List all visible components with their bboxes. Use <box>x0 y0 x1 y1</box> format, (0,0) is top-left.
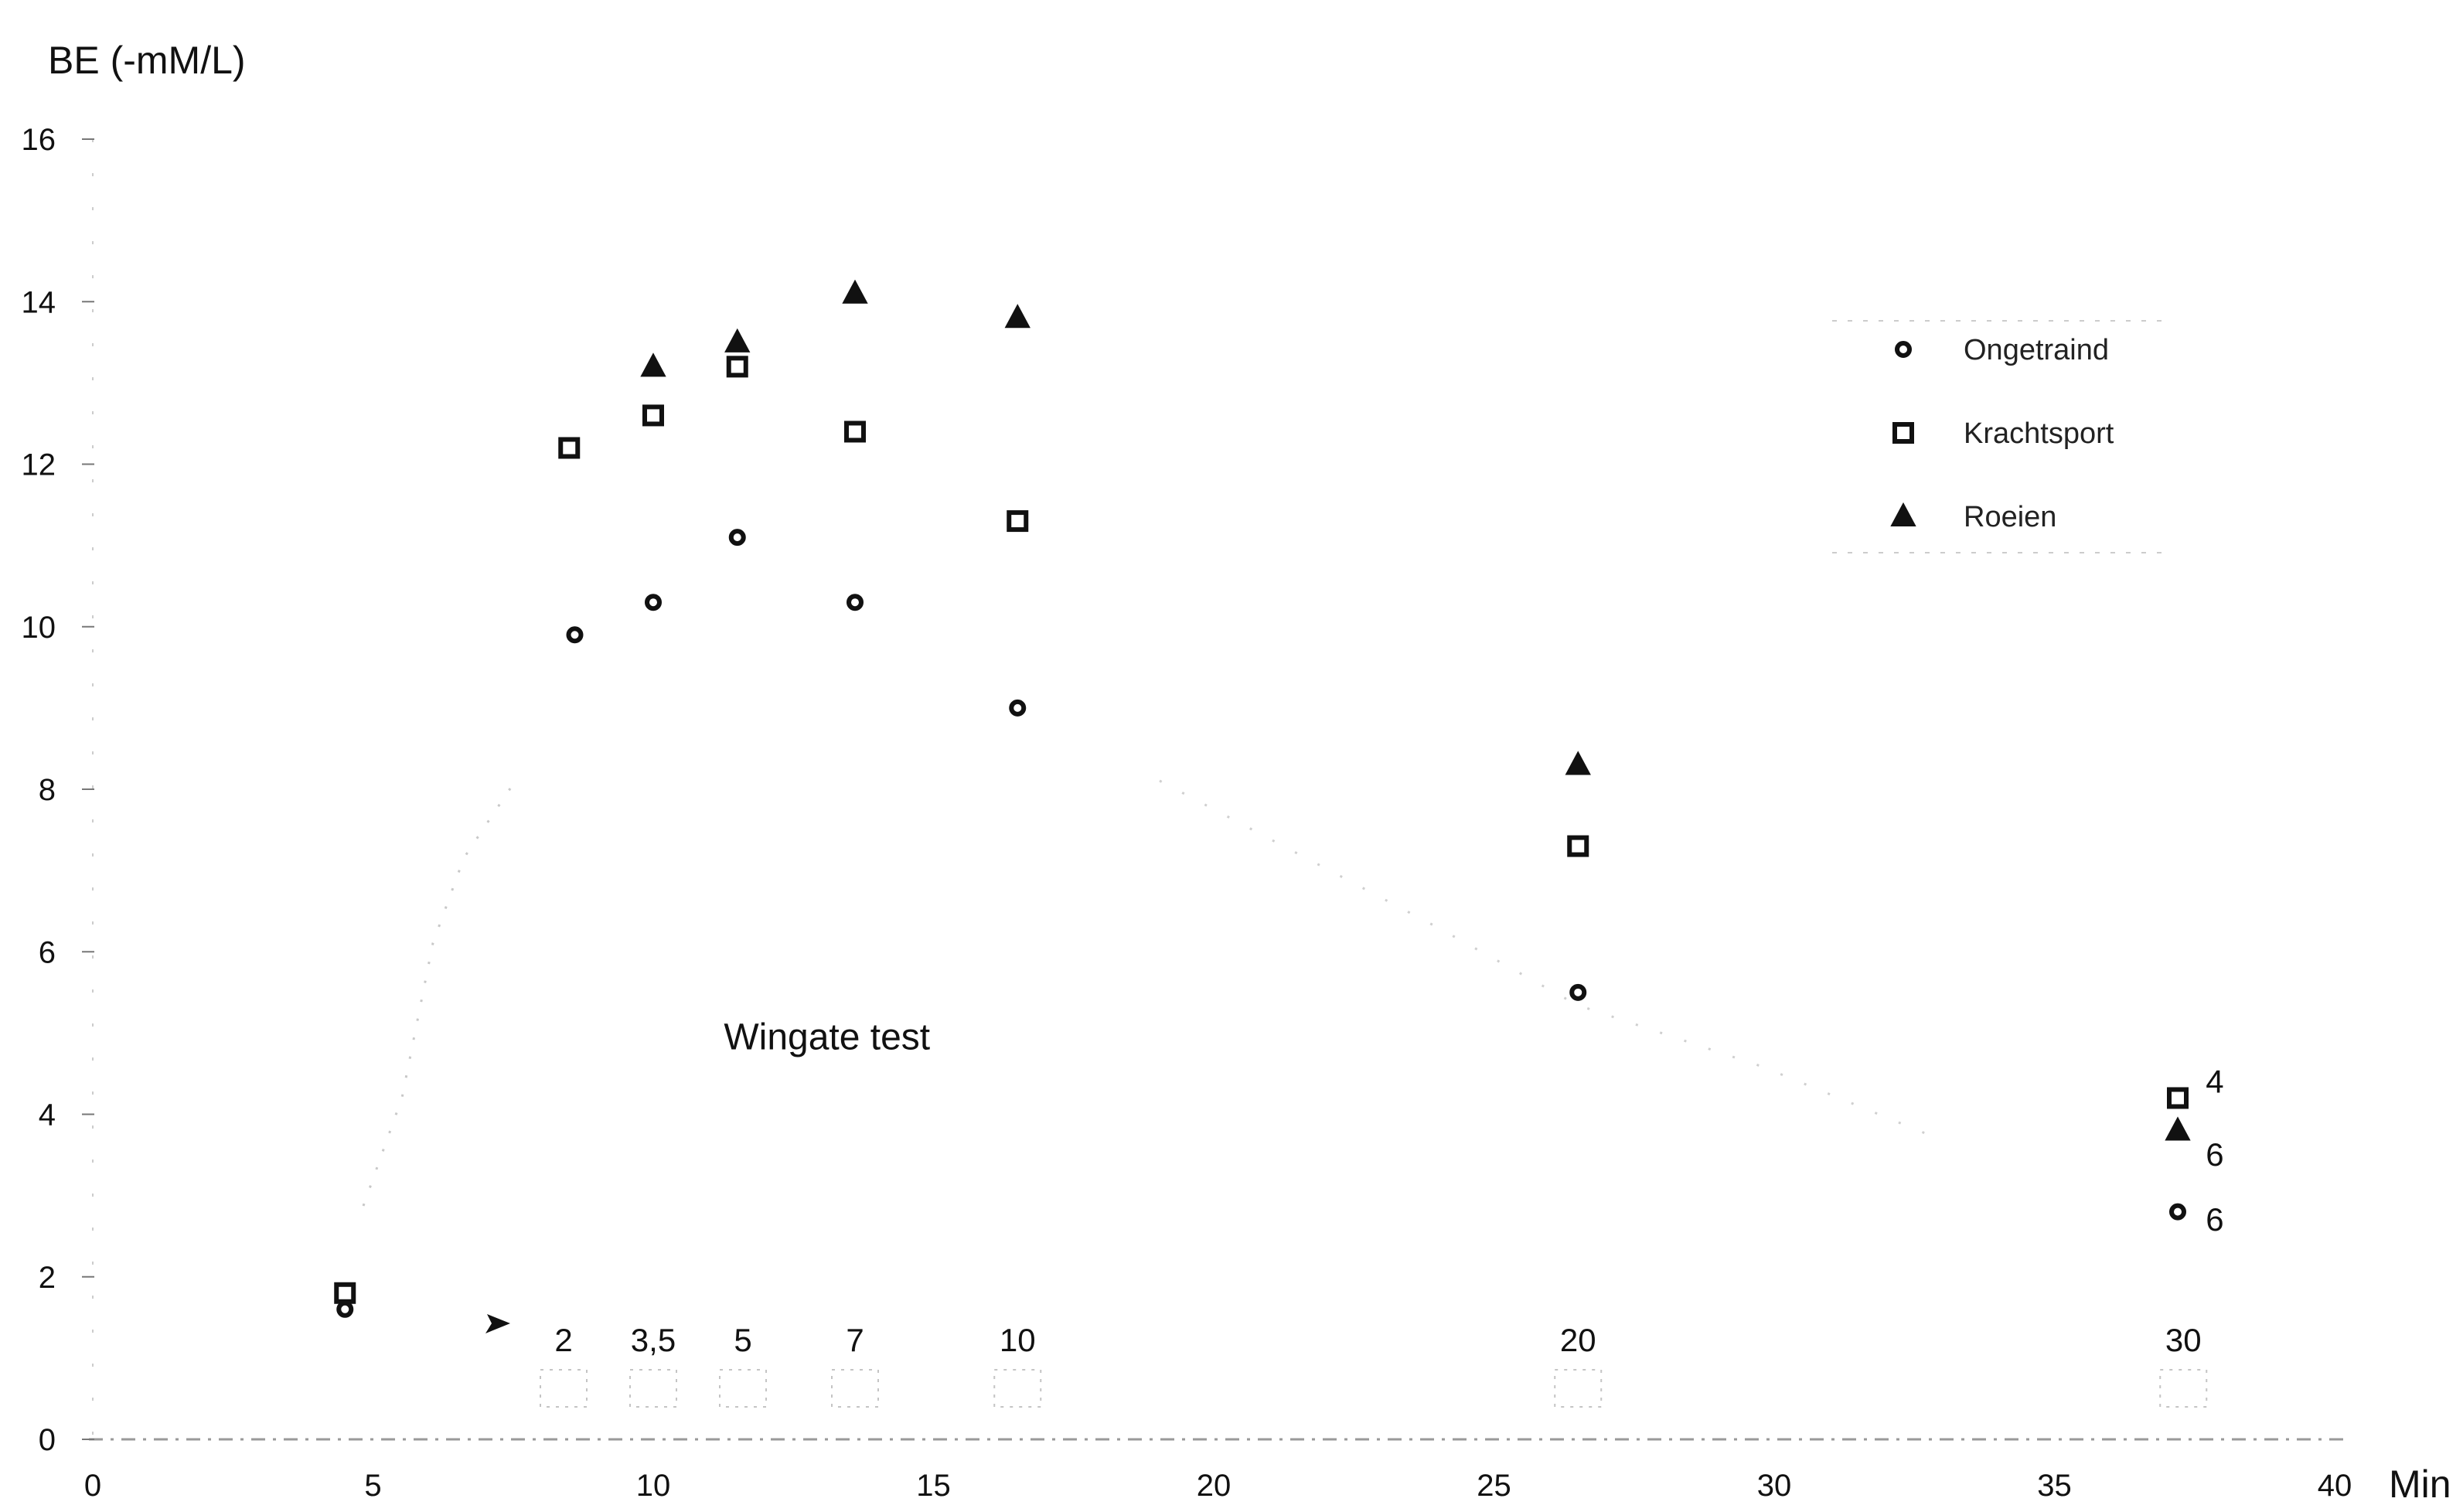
x-tick-label: 5 <box>364 1469 381 1503</box>
y-tick-label: 16 <box>22 123 56 157</box>
y-axis-title: BE (-mM/L) <box>48 39 246 82</box>
x-tick-label: 35 <box>2037 1469 2072 1503</box>
triangle-point <box>1004 304 1031 329</box>
arrow-marker <box>485 1314 510 1333</box>
square-point <box>642 404 664 427</box>
y-tick-label: 10 <box>22 611 56 645</box>
x-tick-label: 10 <box>636 1469 671 1503</box>
time-label: 3,5 <box>631 1322 676 1358</box>
x-axis-title: Min <box>2389 1463 2451 1506</box>
x-tick-label: 20 <box>1197 1469 1232 1503</box>
time-label: 20 <box>1560 1322 1596 1358</box>
time-label-box <box>1554 1369 1603 1408</box>
time-label-box <box>993 1369 1042 1408</box>
x-tick-label: 0 <box>84 1469 101 1503</box>
y-tick-label: 0 <box>39 1423 56 1457</box>
circle-point <box>847 594 864 611</box>
time-label-box <box>540 1369 588 1408</box>
legend: Ongetraind Krachtsport Roeien <box>1890 334 2114 533</box>
end-label: 6 <box>2206 1136 2223 1173</box>
y-tick-label: 8 <box>39 773 56 807</box>
y-tick-label: 4 <box>39 1098 56 1132</box>
legend-entry-label: Krachtsport <box>1964 417 2114 450</box>
y-tick-label: 2 <box>39 1261 56 1295</box>
square-point <box>558 437 581 459</box>
triangle-point <box>2165 1116 2191 1141</box>
legend-triangle-marker <box>1890 502 1916 526</box>
time-label-box <box>629 1369 677 1408</box>
y-ticks: 0 2 4 6 8 10 12 14 16 <box>22 123 94 1457</box>
circle-point <box>728 529 746 547</box>
square-point <box>1567 835 1589 857</box>
time-label-box <box>831 1369 879 1408</box>
legend-square-marker <box>1892 422 1914 444</box>
circle-point <box>336 1300 354 1318</box>
time-label: 5 <box>734 1322 751 1358</box>
time-label: 7 <box>846 1322 864 1358</box>
circle-point <box>645 594 662 611</box>
legend-circle-marker <box>1895 341 1912 358</box>
time-label: 30 <box>2165 1322 2202 1358</box>
x-tick-label: 25 <box>1477 1469 1511 1503</box>
legend-entry-label: Roeien <box>1964 501 2056 533</box>
square-point <box>1007 510 1029 533</box>
triangle-point <box>842 279 868 304</box>
y-tick-label: 6 <box>39 935 56 969</box>
end-label: 4 <box>2206 1063 2223 1099</box>
x-tick-label: 15 <box>916 1469 951 1503</box>
data-points <box>334 279 2191 1318</box>
time-label: 2 <box>554 1322 572 1358</box>
time-labels: 2 3,5 5 7 10 20 30 <box>540 1322 2208 1408</box>
square-point <box>844 421 866 443</box>
end-labels: 4 6 6 <box>2206 1063 2223 1238</box>
circle-point <box>2169 1203 2186 1221</box>
wingate-annotation: Wingate test <box>724 1017 930 1057</box>
circle-point <box>1569 983 1587 1001</box>
time-label-box <box>719 1369 767 1408</box>
circle-point <box>1009 699 1027 717</box>
triangle-point <box>1565 751 1591 775</box>
x-tick-label: 30 <box>1757 1469 1792 1503</box>
end-label: 6 <box>2206 1201 2223 1238</box>
circle-point <box>566 626 584 644</box>
x-ticks: 0 5 10 15 20 25 30 35 40 <box>84 1469 2352 1503</box>
square-point <box>334 1282 356 1304</box>
square-point <box>726 356 748 378</box>
faint-curve-trace <box>1159 779 1933 1138</box>
time-label-box <box>2159 1369 2208 1408</box>
triangle-point <box>724 328 751 352</box>
x-tick-label: 40 <box>2318 1469 2352 1503</box>
legend-entry-label: Ongetraind <box>1964 334 2109 366</box>
faint-curve-trace <box>362 788 512 1207</box>
triangle-point <box>640 352 666 377</box>
y-tick-label: 12 <box>22 448 56 482</box>
square-point <box>2167 1087 2189 1109</box>
y-tick-label: 14 <box>22 285 56 319</box>
time-label: 10 <box>1000 1322 1036 1358</box>
